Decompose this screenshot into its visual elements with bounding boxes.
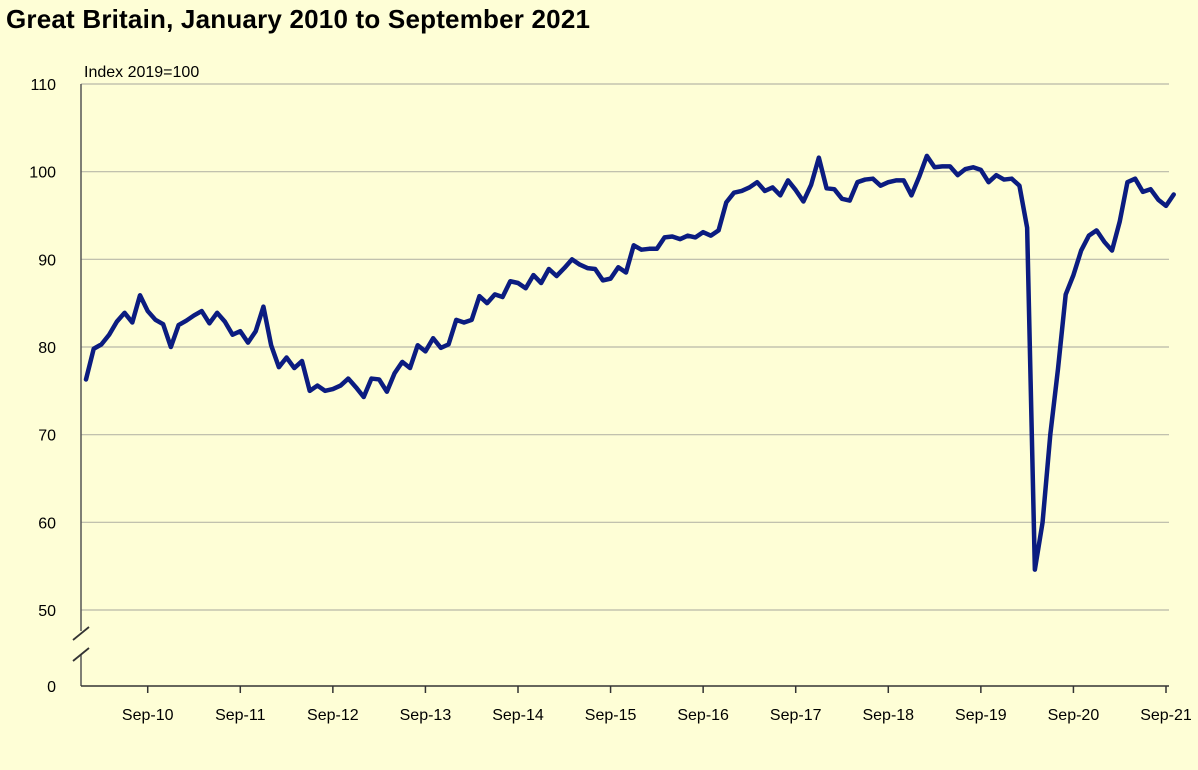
x-tick-label: Sep-21	[1140, 707, 1192, 724]
x-tick-label: Sep-18	[862, 707, 914, 724]
x-tick-label: Sep-11	[215, 707, 266, 724]
y-tick-label: 60	[38, 515, 56, 532]
x-tick-label: Sep-17	[770, 707, 822, 724]
y-tick-label: 90	[38, 252, 56, 269]
y-tick-label: 80	[38, 340, 56, 357]
axis-break-mark	[72, 647, 90, 662]
axes	[72, 84, 1169, 687]
chart-title: Great Britain, January 2010 to September…	[6, 4, 591, 34]
y-tick-label: 100	[29, 165, 56, 182]
x-tick-label: Sep-20	[1048, 707, 1100, 724]
y-tick-label: 0	[47, 679, 56, 696]
x-tick-label: Sep-12	[307, 707, 359, 724]
x-tick-label: Sep-10	[122, 707, 174, 724]
y-tick-label: 50	[38, 603, 56, 620]
axis-break-mark	[72, 626, 90, 641]
y-tick-label: 70	[38, 428, 56, 445]
y-tick-label: 110	[30, 77, 56, 94]
gridlines	[81, 83, 1169, 611]
x-tick-label: Sep-14	[492, 707, 544, 724]
x-tick-label: Sep-19	[955, 707, 1007, 724]
x-tick-label: Sep-13	[400, 707, 452, 724]
y-axis-unit-label: Index 2019=100	[84, 64, 199, 81]
series-line	[83, 153, 1176, 572]
x-axis-tick-labels: Sep-10 Sep-11 Sep-12 Sep-13 Sep-14 Sep-15 Sep-…	[122, 686, 1192, 724]
y-axis-tick-labels: 0 50 60 70 80 90 100 110	[29, 77, 56, 696]
x-tick-label: Sep-16	[677, 707, 729, 724]
x-tick-label: Sep-15	[585, 707, 637, 724]
